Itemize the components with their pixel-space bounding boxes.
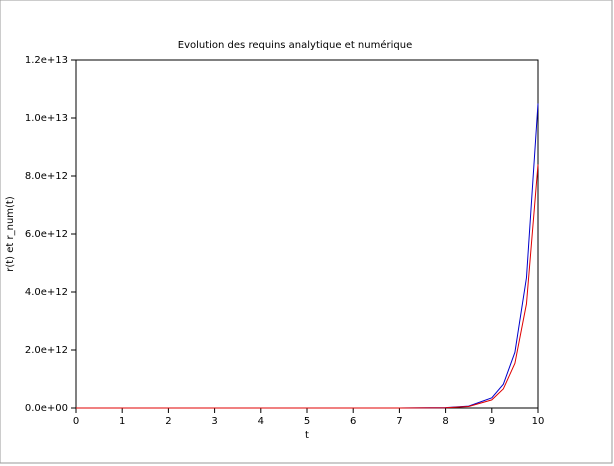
x-tick-label: 3 <box>211 416 217 427</box>
x-tick-label: 0 <box>73 416 79 427</box>
y-axis-label: r(t) et r_num(t) <box>5 196 16 272</box>
series-line <box>76 164 539 409</box>
x-tick-label: 7 <box>396 416 402 427</box>
x-axis-label: t <box>305 430 309 441</box>
y-tick-label: 2.0e+12 <box>25 345 68 356</box>
x-tick-label: 9 <box>489 416 495 427</box>
y-tick-label: 6.0e+12 <box>25 229 68 240</box>
x-tick-label: 2 <box>165 416 171 427</box>
x-tick-label: 10 <box>532 416 545 427</box>
x-tick-label: 8 <box>442 416 448 427</box>
x-tick-label: 4 <box>258 416 264 427</box>
x-tick-label: 6 <box>350 416 356 427</box>
y-tick-label: 4.0e+12 <box>25 287 68 298</box>
y-tick-label: 0.0e+00 <box>25 403 68 414</box>
y-tick-label: 8.0e+12 <box>25 171 68 182</box>
x-tick-label: 5 <box>304 416 310 427</box>
y-tick-label: 1.0e+13 <box>25 113 68 124</box>
y-tick-label: 1.2e+13 <box>25 55 68 66</box>
chart-title: Evolution des requins analytique et numé… <box>178 39 412 51</box>
x-tick-label: 1 <box>119 416 125 427</box>
